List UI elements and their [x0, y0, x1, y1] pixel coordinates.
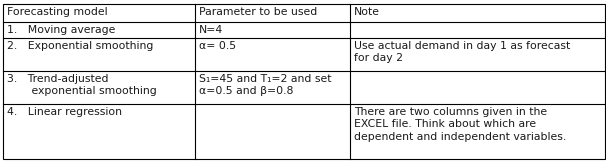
Text: Forecasting model: Forecasting model: [7, 7, 108, 17]
Text: Use actual demand in day 1 as forecast
for day 2: Use actual demand in day 1 as forecast f…: [354, 41, 570, 63]
Text: 2.   Exponential smoothing: 2. Exponential smoothing: [7, 41, 153, 51]
Text: 4.   Linear regression: 4. Linear regression: [7, 107, 122, 117]
Text: Note: Note: [354, 7, 380, 17]
Text: N=4: N=4: [199, 25, 223, 35]
Text: 3.   Trend-adjusted
       exponential smoothing: 3. Trend-adjusted exponential smoothing: [7, 74, 157, 96]
Text: α= 0.5: α= 0.5: [199, 41, 236, 51]
Text: S₁=45 and T₁=2 and set
α=0.5 and β=0.8: S₁=45 and T₁=2 and set α=0.5 and β=0.8: [199, 74, 331, 96]
Text: There are two columns given in the
EXCEL file. Think about which are
dependent a: There are two columns given in the EXCEL…: [354, 107, 566, 142]
Text: Parameter to be used: Parameter to be used: [199, 7, 318, 17]
Text: 1.   Moving average: 1. Moving average: [7, 25, 115, 35]
